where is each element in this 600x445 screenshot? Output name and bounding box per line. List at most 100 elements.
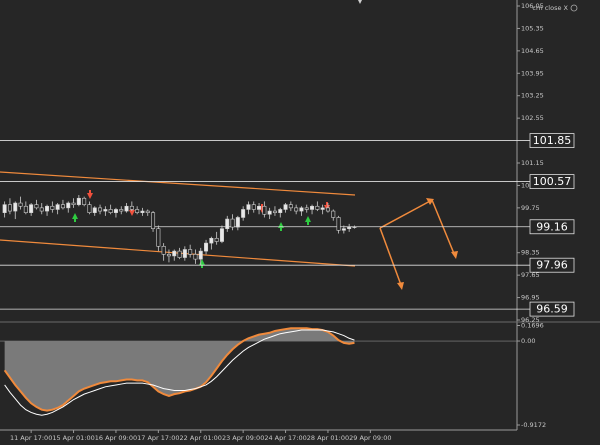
- y-tick-label: 103.95: [521, 69, 544, 77]
- candle-body: [172, 250, 177, 257]
- candle-body: [87, 204, 92, 213]
- x-tick-label: 16 Apr 09:00: [95, 434, 137, 442]
- candle-body: [278, 209, 283, 213]
- level-label: 101.85: [533, 134, 572, 147]
- level-label: 100.57: [533, 175, 572, 188]
- y-tick-label: 105.35: [521, 24, 544, 32]
- shift-marker: [358, 0, 362, 4]
- level-box: [529, 174, 575, 189]
- candle-body: [331, 210, 336, 218]
- indicator-icon: [570, 4, 578, 12]
- level-box: [529, 301, 575, 317]
- candle-body: [124, 205, 129, 212]
- buy-arrow: [199, 259, 205, 268]
- y-tick-label: 104.65: [521, 47, 544, 55]
- x-tick-label: 22 Apr 01:00: [180, 434, 222, 442]
- sell-arrow: [259, 204, 265, 213]
- x-tick-label: 29 Apr 09:00: [349, 434, 391, 442]
- sell-signals: [87, 190, 330, 216]
- candle-body: [283, 204, 288, 210]
- candle-body: [251, 204, 256, 210]
- candle-body: [214, 237, 219, 242]
- indicator-tick-label: 0.1696: [521, 322, 544, 330]
- candle-body: [288, 204, 293, 209]
- indicator-label: crn close X: [532, 4, 568, 12]
- indicator-line: [4, 329, 355, 416]
- buy-arrow: [305, 216, 311, 225]
- candle-body: [108, 209, 113, 213]
- level-box: [529, 133, 575, 148]
- indicator-area: [4, 328, 355, 411]
- candle-body: [177, 250, 182, 258]
- candle-body: [315, 205, 320, 210]
- candle-body: [262, 205, 267, 215]
- candle-body: [140, 210, 145, 213]
- candle-body: [113, 209, 118, 213]
- candle-body: [193, 254, 198, 260]
- candle-body: [82, 197, 87, 205]
- x-tick-label: 23 Apr 09:00: [222, 434, 264, 442]
- candle-body: [66, 202, 71, 209]
- candle-body: [13, 202, 18, 212]
- candle-body: [129, 205, 134, 210]
- candle-body: [246, 204, 251, 210]
- y-tick-label: 96.25: [521, 316, 540, 324]
- x-tick-label: 17 Apr 17:00: [137, 434, 179, 442]
- candle-body: [161, 246, 166, 255]
- candle-body: [198, 250, 203, 260]
- candle-body: [257, 205, 262, 210]
- candle-body: [225, 218, 230, 229]
- candle-body: [235, 217, 240, 228]
- candle-body: [55, 204, 60, 210]
- candle-body: [7, 204, 12, 212]
- projection-arrow: [379, 227, 402, 286]
- candle-body: [188, 249, 193, 255]
- buy-arrow: [72, 213, 78, 222]
- candle-body: [182, 249, 187, 258]
- y-tick-label: 103.25: [521, 92, 544, 100]
- candle-body: [310, 205, 315, 210]
- channel-lower: [0, 239, 356, 267]
- candle-body: [341, 228, 346, 231]
- level-label: 97.96: [536, 259, 568, 272]
- y-tick-label: 98.35: [521, 249, 540, 257]
- y-tick-label: 97.65: [521, 271, 540, 279]
- candle-body: [18, 202, 23, 207]
- x-tick-label: 28 Apr 01:00: [307, 434, 349, 442]
- candle-body: [230, 218, 235, 228]
- candle-body: [325, 207, 330, 212]
- candle-body: [336, 217, 341, 231]
- y-tick-label: 101.15: [521, 159, 544, 167]
- candle-body: [304, 207, 309, 210]
- candle-body: [98, 207, 103, 212]
- candle-body: [103, 209, 108, 212]
- candle-body: [209, 237, 214, 244]
- candle-body: [23, 205, 28, 213]
- candle-body: [145, 210, 150, 213]
- candle-body: [272, 210, 277, 213]
- candle-body: [320, 207, 325, 210]
- indicator-tick-label: 0.00: [521, 337, 535, 345]
- y-tick-label: 99.75: [521, 204, 540, 212]
- level-box: [529, 257, 575, 273]
- channel-upper: [0, 171, 356, 196]
- y-tick-label: 96.95: [521, 294, 540, 302]
- sell-arrow: [129, 207, 135, 216]
- candle-body: [92, 207, 97, 213]
- candle-body: [347, 226, 352, 229]
- candle-body: [294, 207, 299, 212]
- sell-arrow: [324, 202, 330, 211]
- level-label: 96.59: [536, 303, 568, 316]
- candle-body: [2, 204, 7, 213]
- candle-body: [135, 209, 140, 213]
- candle-body: [166, 254, 171, 257]
- sell-arrow: [87, 190, 93, 199]
- candle-body: [39, 207, 44, 212]
- candle-body: [219, 228, 224, 242]
- y-tick-label: 102.55: [521, 114, 544, 122]
- candle-body: [267, 210, 272, 215]
- candle-body: [119, 209, 124, 212]
- candle-body: [156, 228, 161, 247]
- x-tick-label: 11 Apr 17:00: [10, 434, 52, 442]
